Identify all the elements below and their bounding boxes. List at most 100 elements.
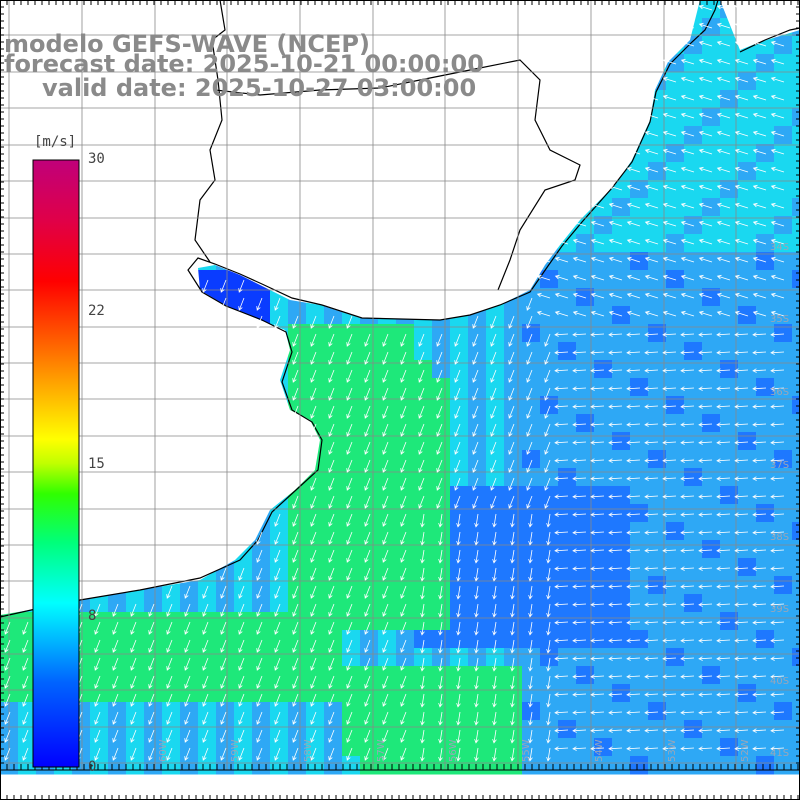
wind-arrow: [662, 746, 677, 751]
wind-arrow: [680, 274, 695, 281]
wind-cell: [306, 576, 325, 595]
wind-cell: [738, 360, 757, 379]
wind-cell: [540, 720, 559, 739]
wind-arrow: [572, 238, 587, 245]
wind-cell: [324, 468, 343, 487]
wind-arrow: [456, 639, 461, 654]
wind-arrow: [490, 459, 497, 473]
wind-arrow: [554, 440, 569, 445]
wind-arrow: [364, 603, 371, 617]
wind-cell: [774, 702, 793, 721]
wind-arrow: [274, 585, 281, 599]
wind-arrow: [474, 585, 479, 600]
wind-cell: [648, 216, 667, 235]
wind-cell: [540, 396, 559, 415]
wind-arrow: [274, 531, 281, 545]
wind-cell: [648, 612, 667, 631]
wind-arrow: [716, 386, 731, 391]
wind-cell: [396, 522, 415, 541]
wind-cell: [612, 504, 631, 523]
wind-arrow: [770, 40, 785, 47]
wind-cell: [306, 666, 325, 685]
wind-arrow: [420, 657, 425, 672]
wind-arrow: [716, 530, 731, 535]
wind-cell: [702, 576, 721, 595]
wind-cell: [756, 378, 775, 397]
wind-arrow: [472, 495, 479, 509]
wind-cell: [756, 126, 775, 145]
wind-cell: [450, 720, 469, 739]
wind-arrow: [474, 711, 479, 726]
wind-cell: [396, 324, 415, 343]
wind-arrow: [346, 495, 353, 509]
wind-arrow: [680, 22, 695, 29]
wind-arrow: [310, 495, 317, 509]
wind-cell: [396, 504, 415, 523]
wind-cell: [684, 144, 703, 163]
wind-cell: [684, 432, 703, 451]
wind-cell: [792, 72, 800, 91]
wind-arrow: [490, 477, 497, 491]
wind-arrow: [644, 458, 659, 463]
coastline-path: [0, 0, 719, 618]
wind-cell: [414, 720, 433, 739]
wind-arrow: [644, 130, 659, 137]
wind-arrow: [202, 621, 209, 635]
wind-cell: [306, 504, 325, 523]
wind-arrow: [292, 675, 299, 689]
wind-arrow: [626, 166, 641, 173]
wind-arrow: [474, 603, 479, 618]
wind-arrow: [644, 220, 659, 227]
wind-cell: [630, 648, 649, 667]
wind-arrow: [400, 603, 407, 617]
wind-arrow: [734, 166, 749, 173]
wind-arrow: [572, 674, 587, 679]
wind-arrow: [472, 477, 479, 491]
wind-cell: [792, 36, 800, 55]
wind-arrow: [94, 693, 101, 707]
wind-cell: [306, 324, 325, 343]
wind-arrow: [698, 350, 713, 355]
wind-cell: [684, 252, 703, 271]
wind-arrow: [608, 728, 623, 733]
wind-arrow: [752, 548, 767, 553]
wind-cell: [720, 630, 739, 649]
wind-arrow: [274, 549, 281, 563]
wind-cell: [486, 486, 505, 505]
wind-cell: [540, 630, 559, 649]
wind-cell: [702, 288, 721, 307]
wind-arrow: [292, 729, 299, 743]
wind-cell: [630, 288, 649, 307]
wind-cell: [576, 324, 595, 343]
wind-arrow: [734, 350, 749, 355]
wind-arrow: [508, 495, 515, 509]
wind-cell: [648, 126, 667, 145]
wind-cell: [666, 702, 685, 721]
wind-cell: [486, 684, 505, 703]
wind-arrow: [346, 315, 353, 329]
wind-arrow: [202, 657, 209, 671]
wind-arrow: [438, 531, 443, 546]
wind-arrow: [510, 747, 515, 762]
wind-arrow: [220, 621, 227, 635]
wind-cell: [558, 342, 577, 361]
wind-cell: [324, 342, 343, 361]
wind-arrow: [752, 58, 767, 65]
wind-arrow: [662, 440, 677, 445]
wind-cell: [162, 720, 181, 739]
wind-cell: [648, 522, 667, 541]
wind-arrow: [698, 184, 713, 191]
wind-cell: [558, 306, 577, 325]
wind-arrow: [536, 310, 551, 317]
wind-cell: [414, 702, 433, 721]
wind-arrow: [364, 405, 371, 419]
wind-arrow: [716, 58, 731, 65]
wind-cell: [270, 666, 289, 685]
wind-cell: [684, 486, 703, 505]
wind-cell: [648, 324, 667, 343]
wind-cell: [216, 738, 235, 757]
wind-cell: [486, 648, 505, 667]
wind-cell: [144, 648, 163, 667]
wind-arrow: [528, 729, 533, 744]
wind-arrow: [22, 657, 29, 671]
